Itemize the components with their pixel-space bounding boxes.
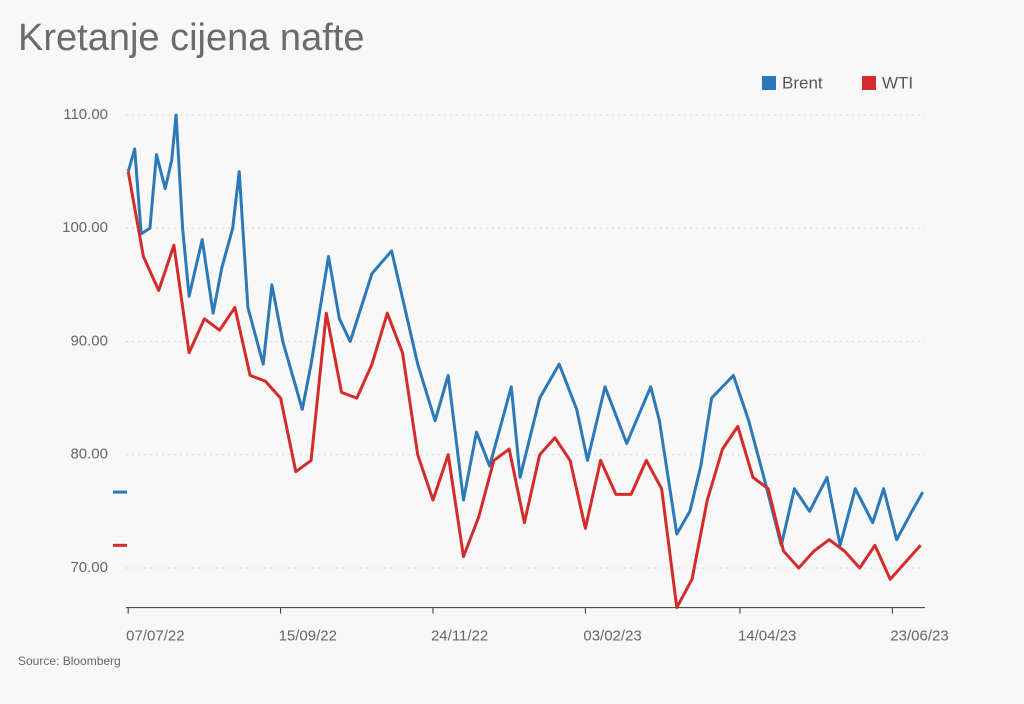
x-tick-label: 24/11/22 — [431, 628, 488, 645]
x-tick-label: 03/02/23 — [583, 628, 641, 645]
legend-swatch — [762, 76, 776, 90]
legend-swatch — [862, 76, 876, 90]
chart-title: Kretanje cijena nafte — [18, 17, 364, 59]
y-tick-label: 80.00 — [70, 446, 108, 463]
y-tick-label: 100.00 — [62, 219, 108, 236]
y-tick-label: 90.00 — [70, 332, 108, 349]
series-line — [126, 171, 922, 610]
legend-label: WTI — [882, 73, 913, 92]
x-tick-label: 23/06/23 — [890, 628, 948, 645]
x-tick-label: 07/07/22 — [126, 628, 184, 645]
source: Source: Bloomberg — [18, 654, 121, 668]
series-line — [126, 113, 925, 547]
x-tick-label: 14/04/23 — [738, 628, 796, 645]
y-tick-label: 70.00 — [70, 559, 108, 576]
legend-label: Brent — [782, 73, 823, 92]
y-tick-label: 110.00 — [63, 106, 108, 123]
x-tick-label: 15/09/22 — [279, 628, 337, 645]
